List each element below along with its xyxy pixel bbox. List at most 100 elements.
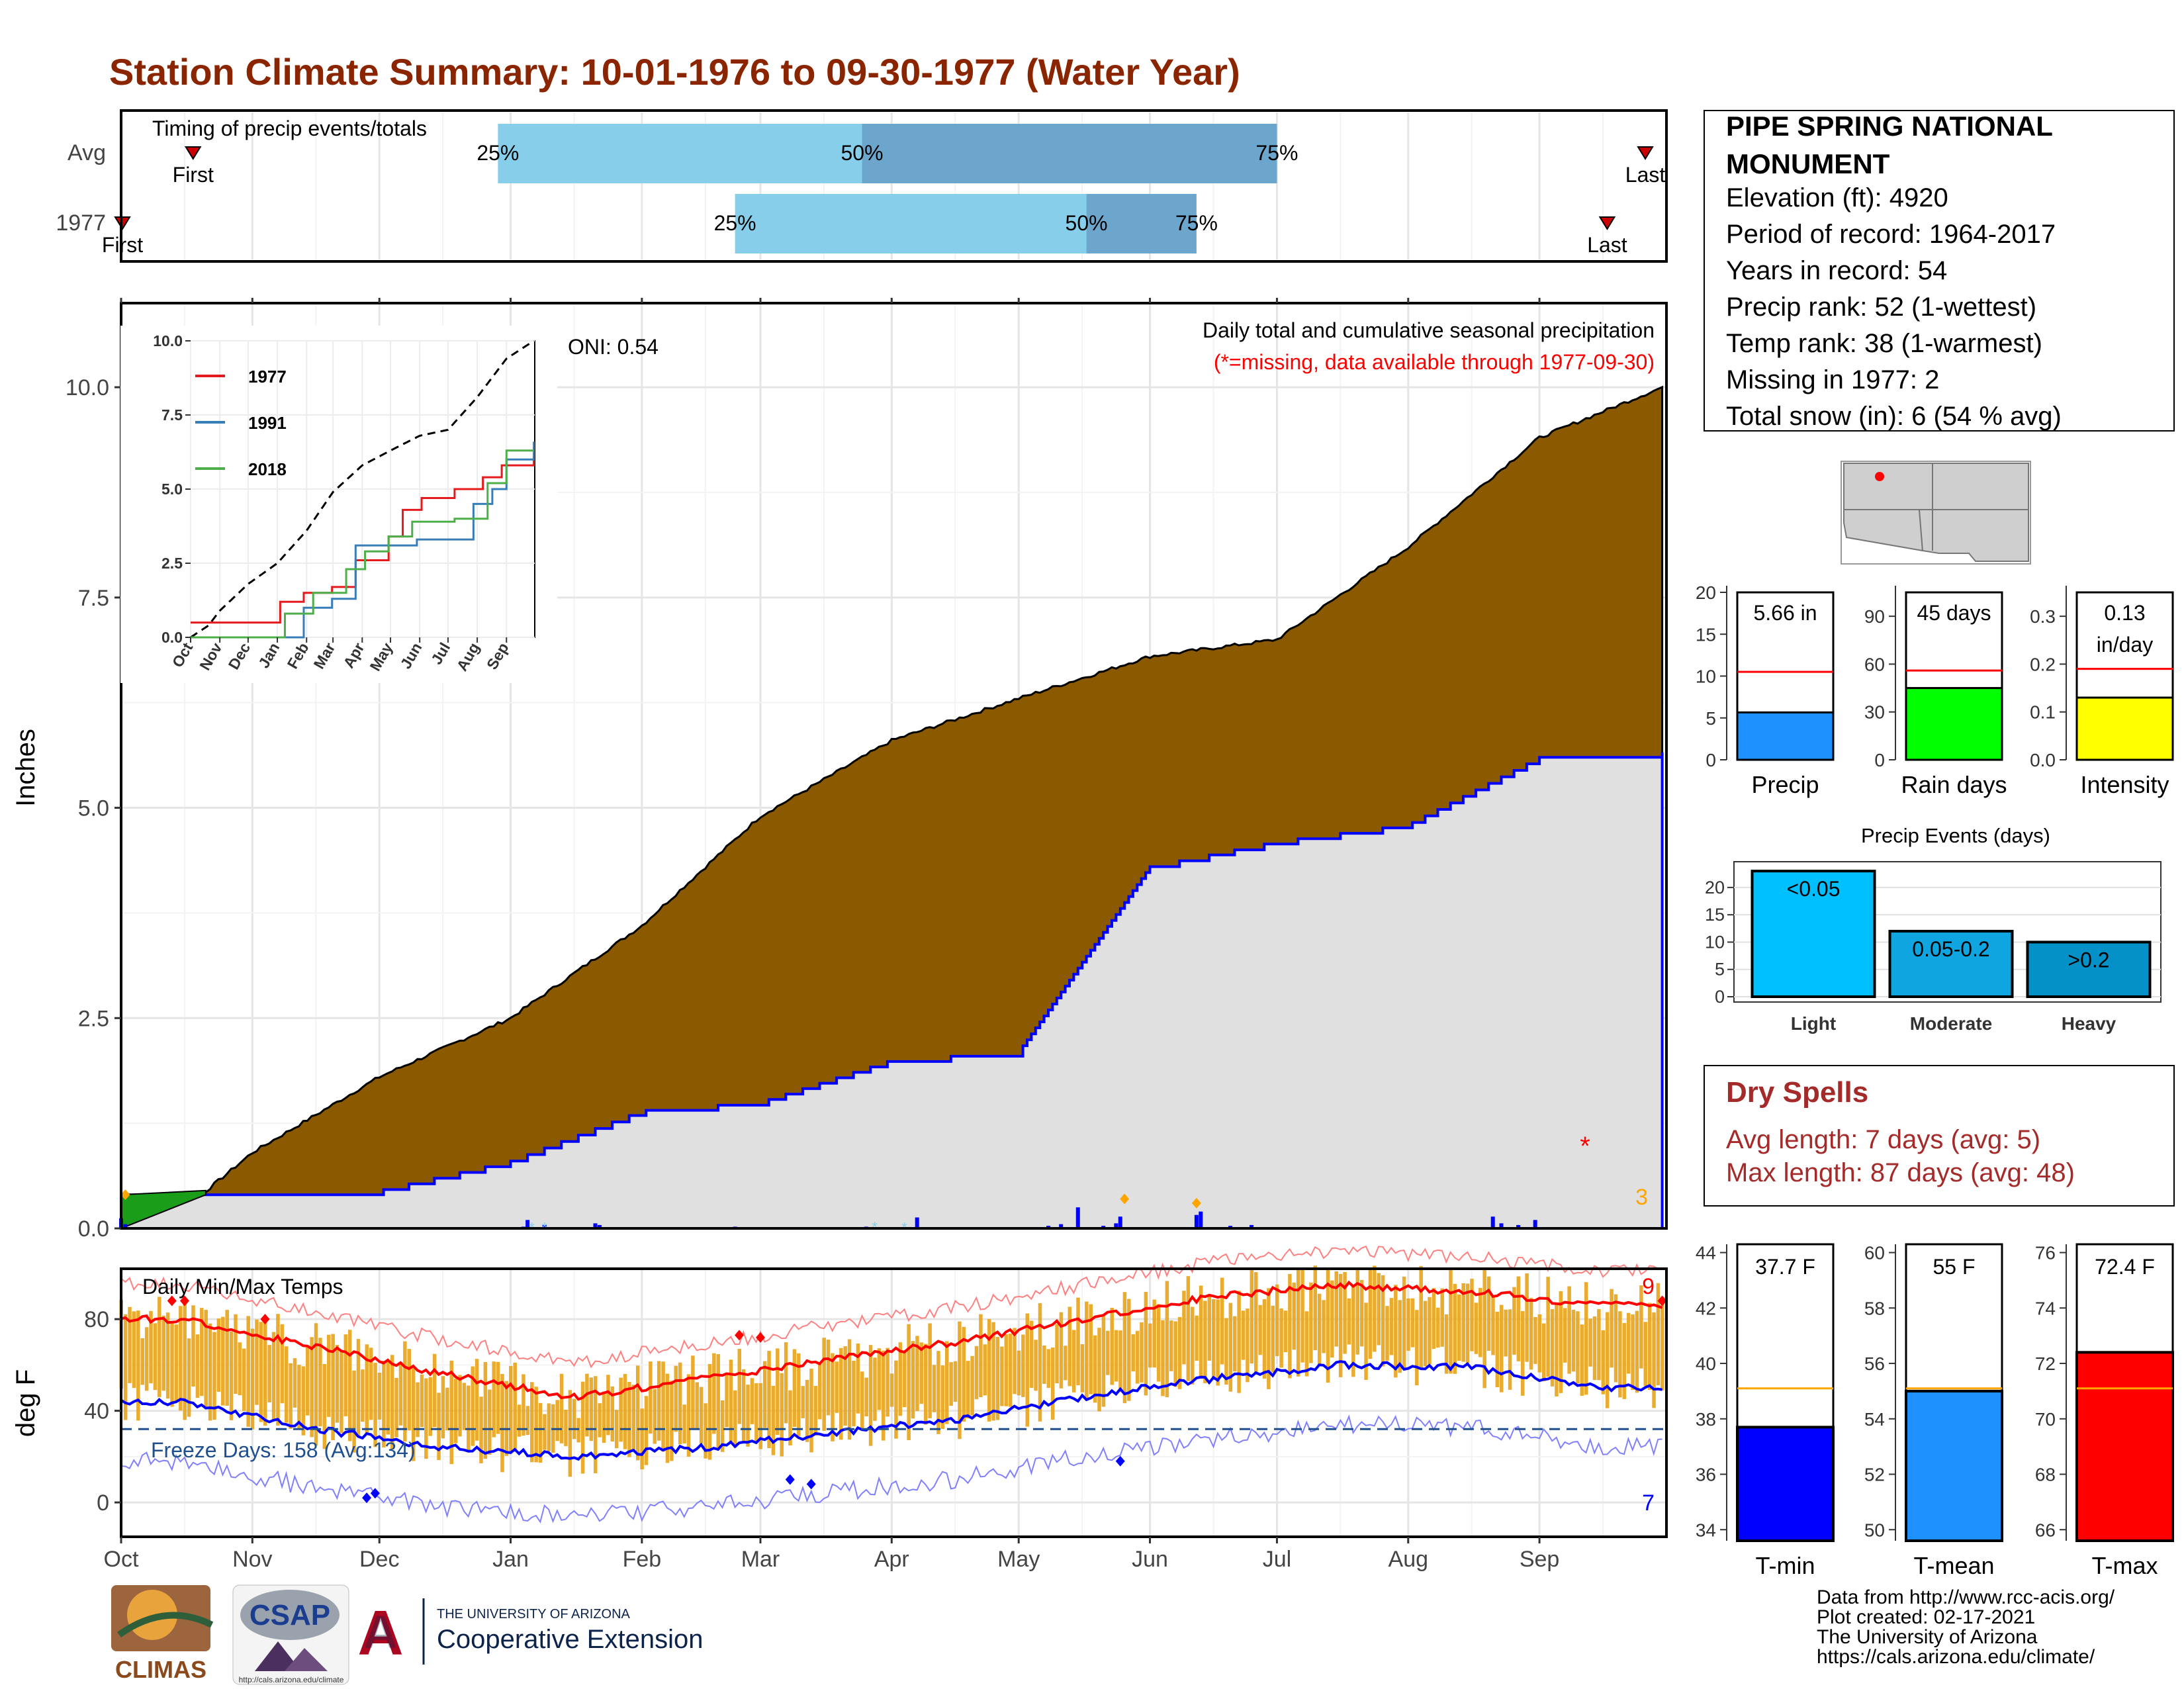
daily-temp-range <box>767 1351 771 1449</box>
daily-temp-range <box>882 1350 886 1441</box>
precip-events-chart: Precip Events (days) 0 5 10 15 20 <0.05 Light… <box>1705 824 2161 1034</box>
temp-ylabel: deg F <box>11 1369 40 1437</box>
events-category-label: Moderate <box>1910 1013 1992 1034</box>
daily-temp-range <box>915 1336 919 1411</box>
daily-temp-range <box>1647 1303 1652 1390</box>
daily-temp-range <box>149 1310 153 1384</box>
daily-temp-range <box>420 1374 424 1428</box>
daily-temp-range <box>979 1314 983 1397</box>
daily-temp-range <box>1389 1298 1394 1355</box>
missing-marker: * <box>1580 1132 1590 1161</box>
temp-bar-value-label: 37.7 F <box>1755 1255 1815 1279</box>
daily-temp-range <box>1101 1314 1106 1407</box>
daily-temp-range <box>509 1365 513 1454</box>
daily-temp-range <box>179 1306 183 1411</box>
daily-temp-range <box>191 1305 195 1387</box>
daily-precip-bar <box>542 1224 547 1228</box>
timing-frame <box>120 109 1668 263</box>
inset-legend-label: 2018 <box>248 459 287 479</box>
temp-bar-tick-label: 74 <box>2035 1298 2056 1318</box>
daily-temp-range <box>445 1387 449 1431</box>
daily-temp-range <box>1021 1334 1025 1397</box>
mini-bar-tick-label: 0.0 <box>2030 750 2056 770</box>
timing-last-marker <box>1598 216 1616 230</box>
mini-bar-value-label2: in/day <box>2097 633 2153 657</box>
missing-star: * <box>872 1218 878 1235</box>
daily-temp-range <box>467 1385 471 1452</box>
daily-temp-range <box>1614 1294 1618 1383</box>
daily-temp-range <box>1381 1275 1385 1367</box>
record-high-marker <box>179 1295 189 1306</box>
precip-frame <box>120 302 1668 1230</box>
precip-ytick-label: 2.5 <box>78 1006 109 1031</box>
daily-temp-range <box>780 1373 784 1457</box>
daily-temp-range <box>894 1360 898 1439</box>
daily-temp-range <box>1486 1276 1491 1351</box>
daily-temp-range <box>234 1314 238 1394</box>
mini-bar-tick-label: 5 <box>1706 708 1716 729</box>
precip-ytick-label: 0.0 <box>78 1216 109 1242</box>
daily-temp-range <box>983 1344 987 1396</box>
inset-ytick-label: 7.5 <box>161 406 183 424</box>
daily-precip-bar <box>1516 1224 1521 1228</box>
daily-temp-range <box>928 1323 932 1418</box>
daily-temp-range <box>1432 1288 1436 1349</box>
daily-temp-range <box>1071 1330 1076 1393</box>
temp-frame <box>120 1267 1668 1538</box>
daily-temp-range <box>488 1389 492 1455</box>
daily-temp-range <box>1228 1303 1233 1392</box>
avg-min-line <box>120 1360 1662 1461</box>
daily-temp-range <box>165 1312 170 1399</box>
daily-temp-range <box>200 1308 204 1396</box>
daily-temp-range <box>1525 1273 1529 1362</box>
daily-temp-range <box>1436 1307 1440 1348</box>
daily-temp-range <box>263 1319 267 1426</box>
daily-temp-range <box>1423 1301 1428 1367</box>
daily-temp-range <box>259 1322 263 1422</box>
daily-temp-range <box>1156 1304 1161 1382</box>
daily-temp-range <box>208 1323 212 1421</box>
daily-temp-range <box>1643 1322 1648 1386</box>
daily-temp-range <box>788 1390 792 1446</box>
daily-temp-range <box>1546 1277 1550 1377</box>
daily-temp-range <box>1334 1271 1339 1347</box>
daily-temp-range <box>238 1342 242 1396</box>
daily-temp-range <box>1482 1267 1486 1389</box>
timing-first-marker <box>184 146 202 160</box>
daily-temp-range <box>250 1328 255 1430</box>
daily-temp-range <box>1610 1289 1614 1368</box>
avg-max-line <box>120 1280 1663 1401</box>
daily-temp-range <box>1402 1276 1406 1369</box>
daily-temp-range <box>1470 1279 1474 1351</box>
daily-temp-range <box>602 1391 606 1443</box>
daily-temp-range <box>1013 1328 1017 1394</box>
daily-precip-bar <box>1118 1216 1122 1228</box>
daily-temp-range <box>1216 1299 1220 1386</box>
timing-last-label: Last <box>1625 163 1666 187</box>
temp-bar-tick-label: 58 <box>1864 1298 1885 1318</box>
daily-temp-range <box>1588 1318 1592 1367</box>
daily-temp-range <box>771 1385 776 1455</box>
temp-bar-value <box>1905 1389 2003 1542</box>
record-low-marker <box>806 1479 816 1490</box>
daily-temp-range <box>741 1369 746 1442</box>
daily-temp-range <box>174 1324 179 1402</box>
daily-temp-range <box>1631 1314 1635 1391</box>
daily-precip-bar <box>1114 1223 1118 1228</box>
daily-temp-range <box>889 1373 894 1407</box>
dry-spells-box: Dry Spells Avg length: 7 days (avg: 5) M… <box>1704 1065 2175 1207</box>
daily-temp-range <box>1275 1284 1279 1357</box>
timing-last-marker <box>1637 146 1654 160</box>
daily-temp-range <box>1661 1299 1664 1391</box>
daily-temp-range <box>564 1409 568 1447</box>
daily-temp-range <box>1246 1308 1250 1383</box>
daily-temp-range <box>297 1365 301 1428</box>
daily-temp-range <box>1622 1323 1627 1399</box>
svg-text:THE UNIVERSITY OF ARIZONA: THE UNIVERSITY OF ARIZONA <box>437 1607 631 1622</box>
daily-temp-range <box>352 1370 356 1453</box>
daily-temp-range <box>1161 1320 1165 1396</box>
daily-temp-range <box>1419 1265 1423 1369</box>
mini-bar-tick-label: 10 <box>1696 666 1716 687</box>
daily-temp-range <box>1635 1310 1639 1393</box>
timing-bar-q50-q75 <box>1086 194 1197 253</box>
